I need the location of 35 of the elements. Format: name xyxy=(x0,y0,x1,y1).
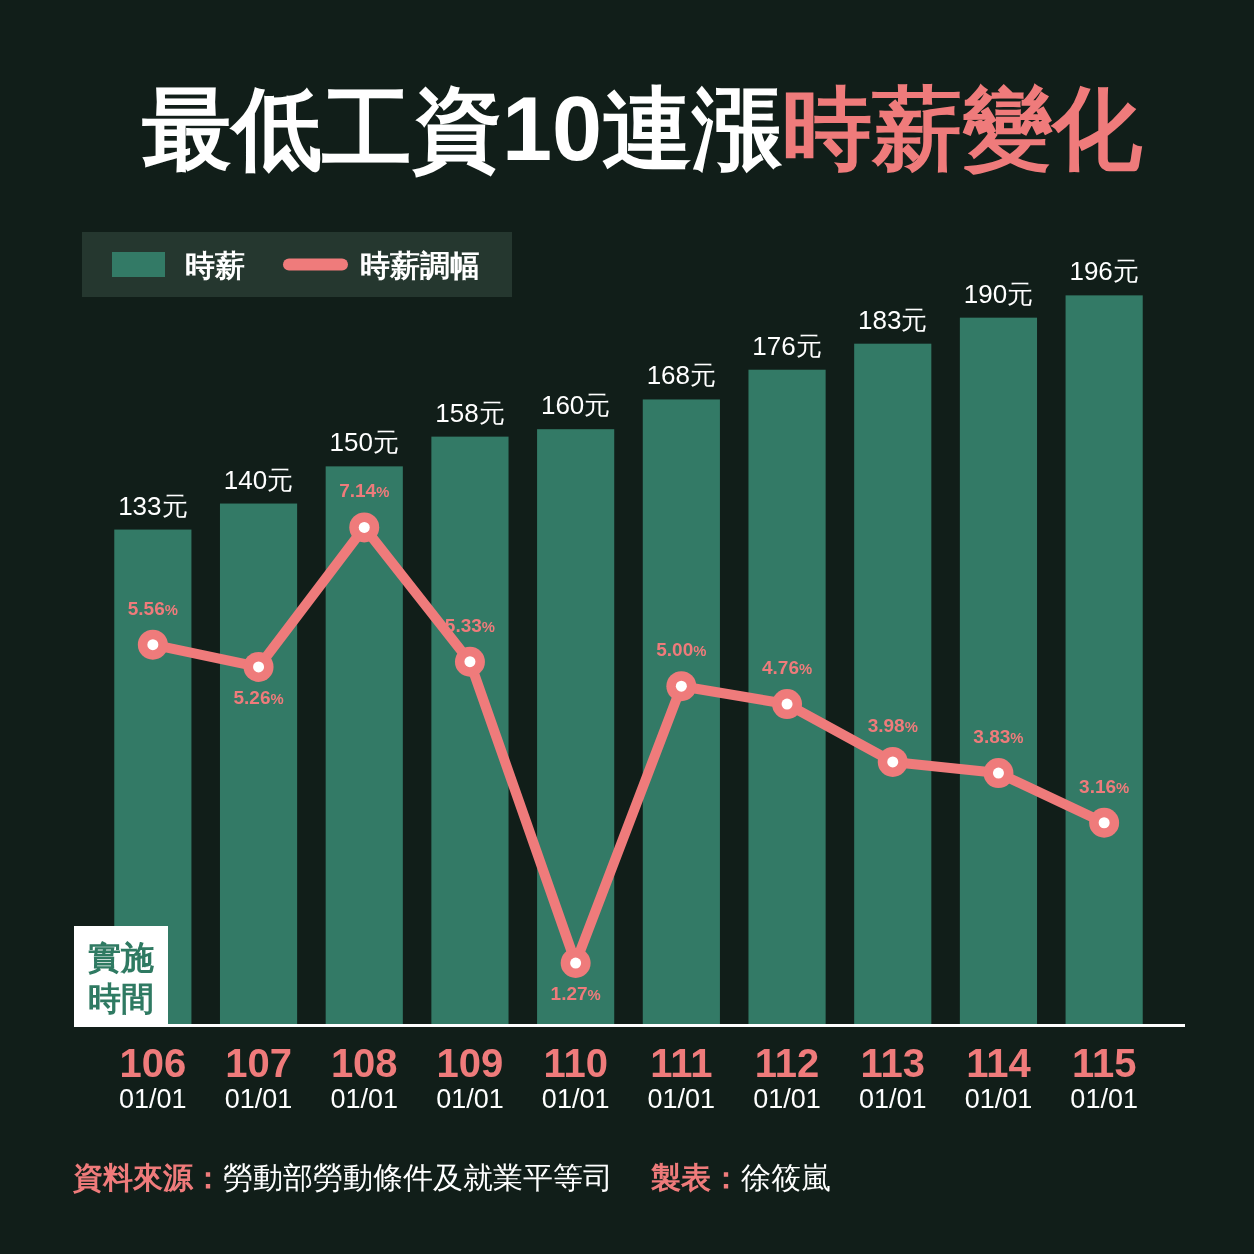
data-label: 176元 xyxy=(752,330,822,361)
data-label: 160元 xyxy=(540,390,611,421)
data-label: 140元 xyxy=(223,464,294,495)
data-label: 183元 xyxy=(858,304,928,335)
x-axis-title: 實施時間 xyxy=(88,939,154,1017)
x-tick-label: 115 01/01 xyxy=(1070,1041,1138,1114)
legend-label: 時薪調幅 xyxy=(360,249,480,282)
data-label: 3.98% xyxy=(867,714,918,736)
data-label: 5.56% xyxy=(127,597,178,619)
x-tick-label: 109 01/01 xyxy=(436,1041,504,1114)
x-tick-label: 106 01/01 xyxy=(119,1041,187,1114)
data-label: 150元 xyxy=(329,427,399,458)
x-tick-label: 108 01/01 xyxy=(330,1041,399,1114)
xlabel: 實施時間 xyxy=(74,926,168,1027)
data-label: 4.76% xyxy=(761,657,813,679)
data-label: 3.16% xyxy=(1079,775,1130,797)
data-label: 7.14% xyxy=(339,480,390,502)
x-tick-label: 114 01/01 xyxy=(964,1041,1033,1114)
data-label: 168元 xyxy=(646,360,717,391)
x-tick-label: 111 01/01 xyxy=(647,1041,716,1114)
data-label: 3.83% xyxy=(973,726,1024,748)
x-tick-label: 107 01/01 xyxy=(224,1041,293,1114)
x-tick-label: 112 01/01 xyxy=(753,1041,821,1114)
x-tick-label: 113 01/01 xyxy=(858,1041,927,1114)
data-label: 196元 xyxy=(1069,256,1139,287)
data-label: 5.00% xyxy=(656,639,707,661)
data-label: 5.26% xyxy=(233,686,284,708)
title: 最低工資10連漲時薪變化 xyxy=(141,79,1143,179)
data-label: 133元 xyxy=(118,490,188,521)
data-label: 190元 xyxy=(963,278,1034,309)
legend-label: 時薪 xyxy=(185,249,245,282)
data-label: 1.27% xyxy=(550,983,601,1005)
annotations: 資料來源：勞動部勞動條件及就業平等司 製表：徐筱嵐 xyxy=(73,1161,831,1194)
x-tick-label: 110 01/01 xyxy=(541,1041,610,1114)
data-label: 158元 xyxy=(435,397,505,428)
